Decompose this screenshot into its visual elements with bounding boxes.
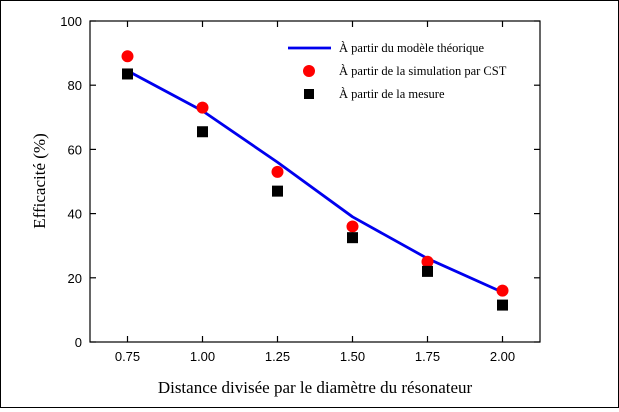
y-tick-label: 40 [68,207,82,222]
plot-area-border [89,20,541,343]
x-tick-label: 1.50 [340,349,365,364]
x-tick-label: 1.00 [190,349,215,364]
series-line-theorique [126,69,504,294]
data-point-simulation [121,50,134,63]
data-point-mesure [272,185,283,197]
x-axis: 0.75 1.00 1.25 1.50 1.75 2.00 [115,21,515,364]
y-tick-label: 20 [68,271,82,286]
legend-swatch-square [304,89,314,99]
series-layer [121,50,509,311]
data-point-mesure [422,265,433,277]
legend-label: À partir de la simulation par CST [339,64,507,78]
y-axis-title: Efficacité (%) [30,133,49,228]
x-tick-label: 2.00 [490,349,515,364]
data-point-simulation [346,220,359,233]
legend-label: À partir de la mesure [339,87,445,101]
x-tick-label: 1.25 [265,349,290,364]
legend-label: À partir du modèle théorique [339,41,485,55]
data-point-simulation [271,165,284,178]
legend: À partir du modèle théorique À partir de … [288,41,507,101]
y-axis: 0 20 40 60 80 100 [60,14,540,350]
data-point-simulation [196,101,209,114]
data-point-mesure [497,299,508,311]
data-point-simulation [496,284,509,297]
x-axis-title: Distance divisée par le diamètre du réso… [158,378,473,397]
y-tick-label: 0 [75,335,82,350]
x-tick-label: 1.75 [415,349,440,364]
x-tick-label: 0.75 [115,349,140,364]
legend-swatch-circle [303,65,315,77]
data-point-simulation [421,255,434,268]
y-tick-label: 60 [68,142,82,157]
y-tick-label: 80 [68,78,82,93]
data-point-mesure [122,68,133,80]
data-point-mesure [197,126,208,138]
data-point-mesure [347,232,358,244]
y-tick-label: 100 [60,14,82,29]
